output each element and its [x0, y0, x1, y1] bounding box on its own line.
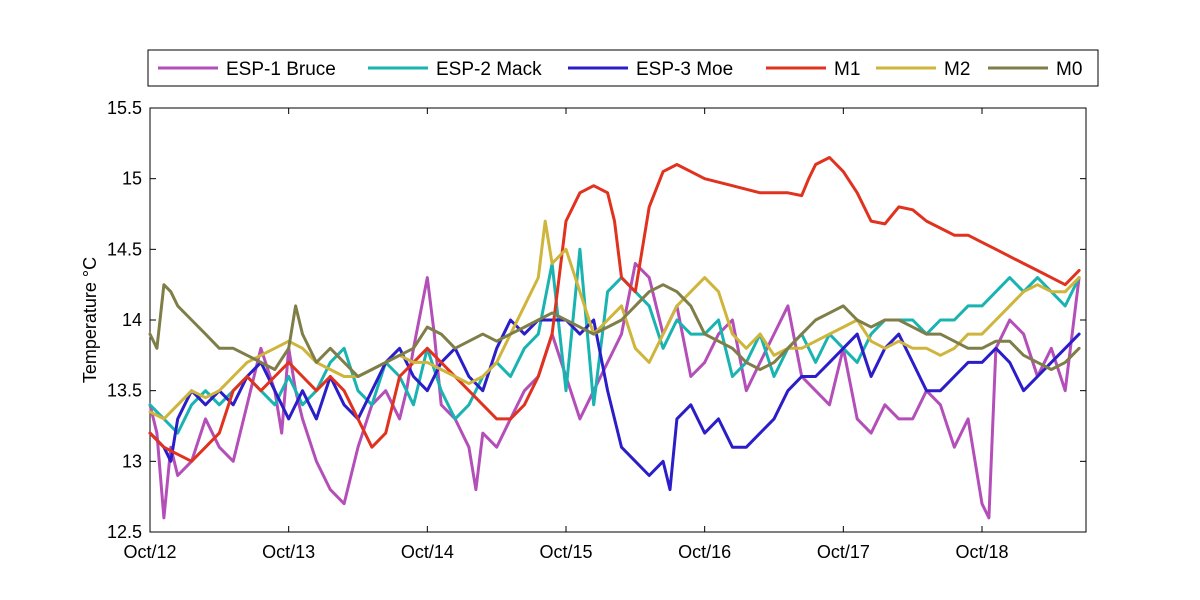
legend-label: ESP-1 Bruce	[226, 59, 336, 80]
y-tick-label: 14.5	[107, 239, 142, 259]
x-tick-label: Oct/17	[817, 542, 870, 562]
y-axis: 12.5 13 13.5 14 14.5 15 15.5	[107, 98, 1086, 542]
x-axis: Oct/12 Oct/13 Oct/14 Oct/15 Oct/16 Oct/17 Oct/…	[123, 108, 1009, 562]
series-line-m1	[148, 156, 1081, 463]
legend-label: ESP-3 Moe	[636, 59, 733, 80]
y-tick-label: 13.5	[107, 381, 142, 401]
legend: ESP-1 Bruce ESP-2 Mack ESP-3 Moe M1 M2 M0	[147, 49, 1099, 87]
y-tick-label: 15.5	[107, 98, 142, 118]
x-tick-label: Oct/16	[678, 542, 731, 562]
x-tick-label: Oct/12	[123, 542, 176, 562]
x-tick-label: Oct/18	[955, 542, 1008, 562]
legend-label: M1	[834, 59, 860, 80]
y-tick-label: 13	[122, 451, 142, 471]
plot-area	[149, 107, 1087, 533]
series-line-m2	[148, 219, 1081, 421]
y-tick-label: 15	[122, 169, 142, 189]
y-tick-label: 14	[122, 310, 142, 330]
x-tick-label: Oct/15	[539, 542, 592, 562]
series-group	[148, 156, 1081, 520]
y-axis-label: Temperature °C	[80, 257, 100, 383]
series-line-esp-1-bruce	[148, 262, 1081, 520]
legend-label: M2	[944, 59, 970, 80]
series-line-m0	[148, 283, 1081, 378]
legend-label: ESP-2 Mack	[436, 59, 542, 80]
series-line-esp-3-moe	[148, 318, 1081, 492]
legend-label: M0	[1056, 59, 1082, 80]
y-tick-label: 12.5	[107, 522, 142, 542]
x-tick-label: Oct/14	[401, 542, 454, 562]
x-tick-label: Oct/13	[262, 542, 315, 562]
